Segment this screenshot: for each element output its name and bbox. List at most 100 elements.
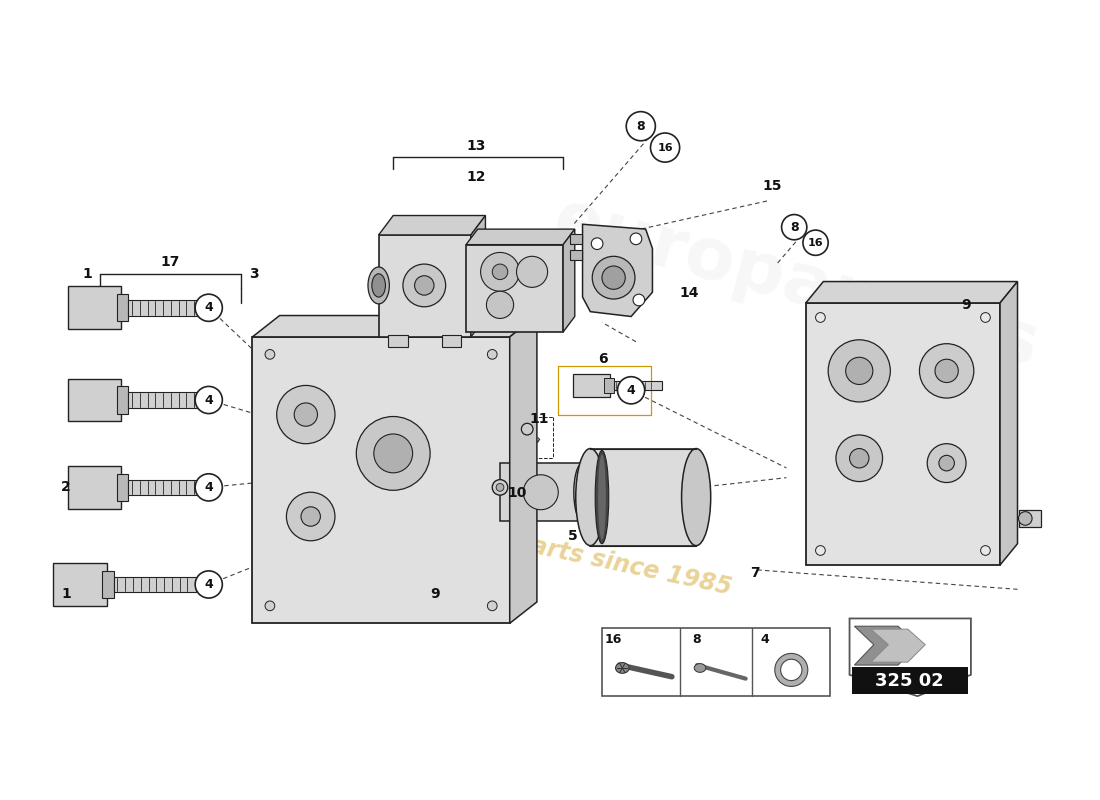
Polygon shape [849, 618, 971, 696]
Bar [68, 378, 121, 422]
Circle shape [481, 253, 519, 291]
Ellipse shape [598, 454, 606, 540]
Circle shape [617, 377, 645, 404]
Polygon shape [196, 580, 208, 590]
Circle shape [265, 601, 275, 610]
Circle shape [374, 434, 412, 473]
Circle shape [301, 506, 320, 526]
Polygon shape [871, 629, 925, 662]
Circle shape [486, 291, 514, 318]
Bar [102, 571, 113, 598]
Circle shape [517, 256, 548, 287]
Text: 11: 11 [529, 413, 549, 426]
Circle shape [920, 344, 974, 398]
Circle shape [927, 444, 966, 482]
Text: 17: 17 [161, 255, 179, 269]
Polygon shape [378, 215, 485, 235]
Circle shape [939, 455, 955, 471]
Bar [129, 300, 211, 315]
Bar [68, 466, 121, 509]
Circle shape [632, 294, 645, 306]
Text: 16: 16 [807, 238, 824, 248]
Circle shape [493, 264, 508, 280]
Text: 2: 2 [62, 480, 70, 494]
Circle shape [849, 449, 869, 468]
Bar [806, 303, 1000, 565]
Bar [252, 337, 509, 623]
Text: 8: 8 [637, 120, 645, 133]
Polygon shape [211, 303, 222, 313]
Text: 4: 4 [205, 394, 213, 406]
Text: 5: 5 [568, 529, 578, 543]
Text: 10: 10 [508, 486, 527, 500]
Circle shape [487, 350, 497, 359]
Bar [129, 480, 211, 495]
Text: 15: 15 [762, 179, 782, 194]
Bar [570, 250, 582, 260]
Ellipse shape [575, 449, 605, 546]
Text: 4: 4 [627, 384, 636, 397]
Circle shape [415, 276, 434, 295]
Text: 8: 8 [790, 221, 799, 234]
Text: 4: 4 [205, 481, 213, 494]
Polygon shape [855, 626, 917, 665]
Bar [117, 386, 129, 414]
Text: 1: 1 [62, 587, 70, 601]
Circle shape [265, 350, 275, 359]
Ellipse shape [574, 463, 592, 522]
Text: 13: 13 [466, 138, 485, 153]
Polygon shape [211, 395, 222, 405]
Circle shape [630, 233, 641, 245]
Ellipse shape [595, 450, 608, 544]
Bar [442, 335, 461, 346]
Text: 16: 16 [605, 634, 623, 646]
Circle shape [803, 230, 828, 255]
Circle shape [782, 214, 806, 240]
Ellipse shape [682, 449, 711, 546]
Text: 4: 4 [205, 302, 213, 314]
Bar [570, 234, 582, 244]
Text: 4: 4 [761, 634, 770, 646]
Bar [117, 474, 129, 501]
Text: 16: 16 [658, 142, 673, 153]
Polygon shape [563, 229, 575, 332]
Circle shape [650, 133, 680, 162]
Text: 12: 12 [466, 170, 485, 184]
Circle shape [524, 474, 559, 510]
Polygon shape [466, 229, 575, 245]
Polygon shape [252, 315, 537, 337]
Text: 9: 9 [961, 298, 971, 312]
Bar [852, 667, 968, 694]
Circle shape [980, 313, 990, 322]
Polygon shape [211, 482, 222, 492]
Circle shape [935, 359, 958, 382]
Ellipse shape [616, 662, 629, 674]
Text: a passion for parts since 1985: a passion for parts since 1985 [334, 492, 734, 599]
Bar [378, 235, 471, 337]
Circle shape [836, 435, 882, 482]
Circle shape [195, 386, 222, 414]
Circle shape [294, 403, 318, 426]
Circle shape [277, 386, 336, 444]
Circle shape [828, 340, 890, 402]
Circle shape [493, 480, 508, 495]
Bar [500, 463, 583, 522]
Bar [591, 449, 696, 546]
Circle shape [1019, 512, 1032, 526]
Circle shape [592, 256, 635, 299]
Circle shape [195, 474, 222, 501]
Text: 3: 3 [250, 266, 260, 281]
Polygon shape [583, 224, 652, 317]
Ellipse shape [368, 267, 389, 304]
Text: 7: 7 [750, 566, 760, 580]
Circle shape [356, 417, 430, 490]
Circle shape [286, 492, 336, 541]
Ellipse shape [372, 274, 385, 297]
Circle shape [602, 266, 625, 290]
Circle shape [521, 423, 534, 435]
Polygon shape [471, 215, 485, 337]
Circle shape [980, 546, 990, 555]
Bar [388, 335, 408, 346]
Bar [1020, 510, 1041, 527]
Bar [602, 628, 830, 696]
